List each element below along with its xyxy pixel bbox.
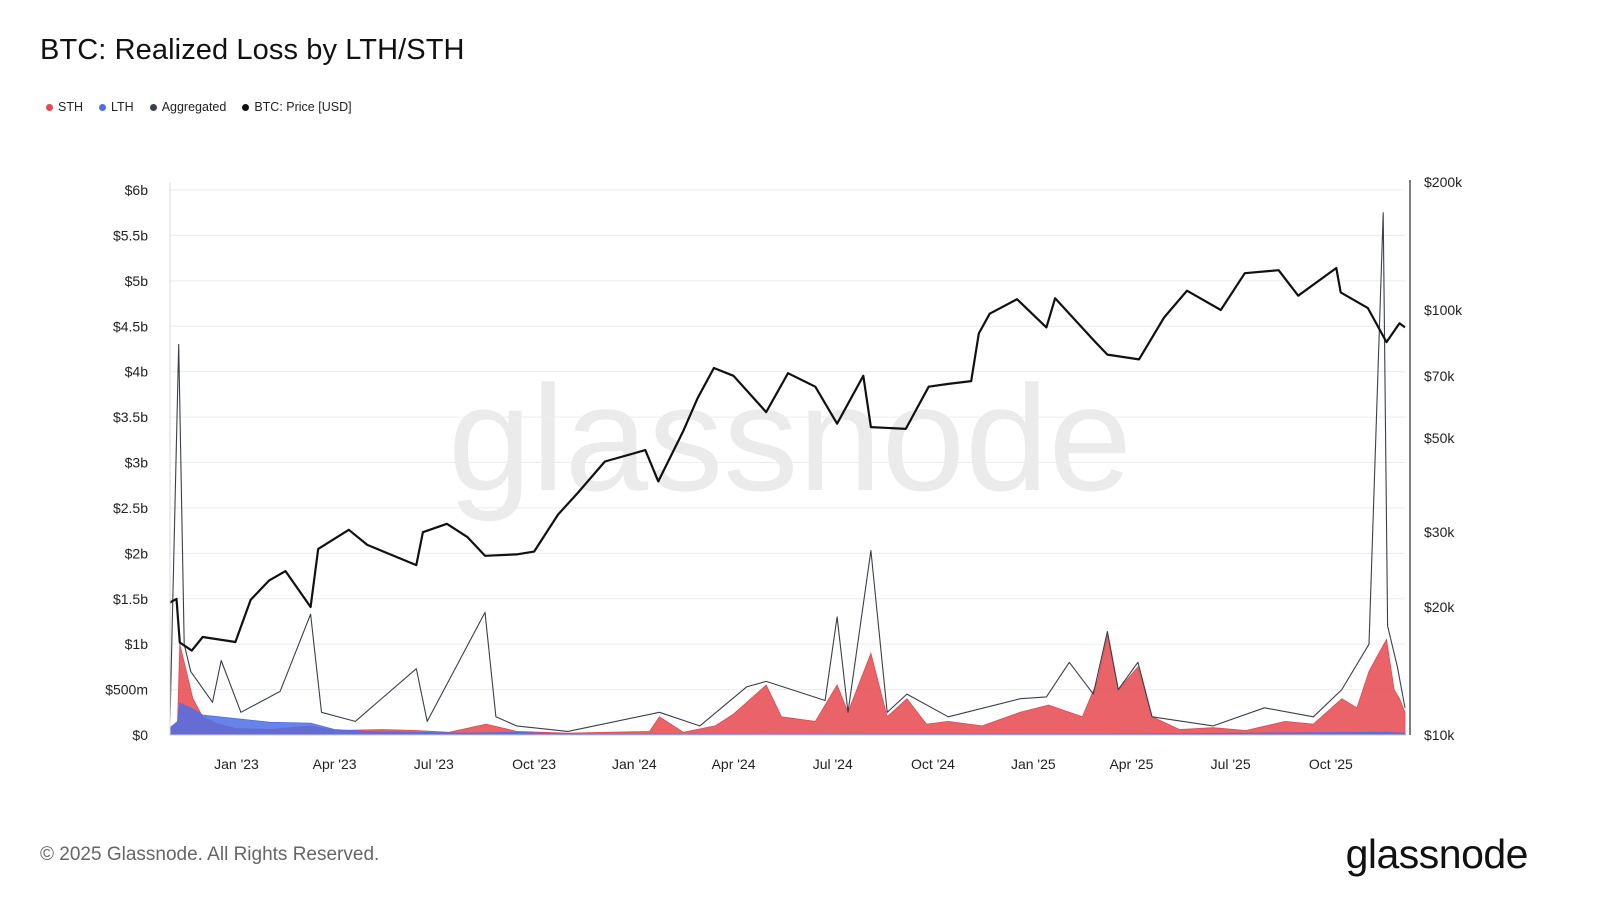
- y-left-tick-label: $500m: [105, 682, 148, 698]
- watermark: glassnode: [448, 354, 1132, 522]
- x-tick-label: Oct '25: [1309, 756, 1353, 772]
- series-sth-area[interactable]: [169, 635, 1406, 736]
- axes: $0 $500m $1b $1.5b $2b $2.5b $3b $3.5b $4b $4.5b $…: [105, 174, 1463, 772]
- legend: STH LTH Aggregated BTC: Price [USD]: [46, 100, 352, 114]
- legend-item-lth[interactable]: LTH: [99, 100, 134, 114]
- y-right-tick-label: $20k: [1424, 599, 1455, 615]
- x-tick-label: Oct '23: [512, 756, 556, 772]
- y-right-tick-label: $100k: [1424, 302, 1463, 318]
- x-tick-label: Jan '25: [1011, 756, 1056, 772]
- chart-title: BTC: Realized Loss by LTH/STH: [40, 34, 465, 66]
- x-tick-label: Apr '23: [313, 756, 357, 772]
- y-left-tick-label: $3b: [125, 455, 149, 471]
- y-left-tick-label: $0: [132, 727, 148, 743]
- legend-dot-sth: [46, 103, 53, 111]
- x-tick-label: Apr '25: [1109, 756, 1153, 772]
- legend-dot-btc-price: [242, 103, 250, 111]
- y-right-tick-label: $70k: [1424, 368, 1455, 384]
- legend-label-sth: STH: [58, 100, 83, 114]
- y-left-tick-label: $1b: [125, 636, 149, 652]
- series-areas: [169, 635, 1406, 736]
- x-tick-label: Jan '23: [214, 756, 259, 772]
- x-tick-label: Jul '23: [414, 756, 454, 772]
- legend-label-lth: LTH: [111, 100, 134, 114]
- y-left-tick-label: $1.5b: [113, 591, 148, 607]
- y-right-tick-label: $200k: [1424, 174, 1463, 190]
- glassnode-logo: glassnode: [1345, 831, 1529, 877]
- y-left-tick-label: $3.5b: [113, 409, 148, 425]
- y-left-tick-label: $5b: [125, 273, 149, 289]
- legend-label-aggregated: Aggregated: [161, 100, 227, 114]
- y-right-tick-label: $50k: [1424, 430, 1455, 446]
- legend-item-sth[interactable]: STH: [46, 100, 83, 114]
- x-tick-label: Jul '25: [1211, 756, 1251, 772]
- gridlines: [170, 189, 1405, 691]
- legend-item-btc-price[interactable]: BTC: Price [USD]: [242, 100, 352, 114]
- series-btc-price-usd-line[interactable]: [169, 266, 1406, 652]
- series-lth-area[interactable]: [169, 702, 1406, 736]
- y-right-tick-label: $30k: [1424, 524, 1455, 540]
- y-left-tick-label: $4b: [125, 364, 149, 380]
- y-right-tick-label: $10k: [1424, 727, 1455, 743]
- legend-label-btc-price: BTC: Price [USD]: [254, 100, 352, 114]
- x-tick-label: Jul '24: [813, 756, 853, 772]
- legend-dot-lth: [99, 103, 106, 111]
- series-lines: [169, 212, 1406, 732]
- y-left-tick-label: $6b: [125, 182, 149, 198]
- series-aggregated-line[interactable]: [169, 212, 1406, 732]
- x-tick-label: Apr '24: [712, 756, 756, 772]
- x-tick-label: Oct '24: [911, 756, 955, 772]
- legend-dot-aggregated: [149, 103, 157, 111]
- copyright-text: © 2025 Glassnode. All Rights Reserved.: [40, 844, 380, 865]
- y-left-tick-label: $2b: [125, 545, 149, 561]
- x-tick-label: Jan '24: [612, 756, 657, 772]
- y-left-tick-label: $4.5b: [113, 318, 148, 334]
- y-left-tick-label: $2.5b: [113, 500, 148, 516]
- legend-item-aggregated[interactable]: Aggregated: [149, 100, 227, 114]
- y-left-tick-label: $5.5b: [113, 227, 148, 243]
